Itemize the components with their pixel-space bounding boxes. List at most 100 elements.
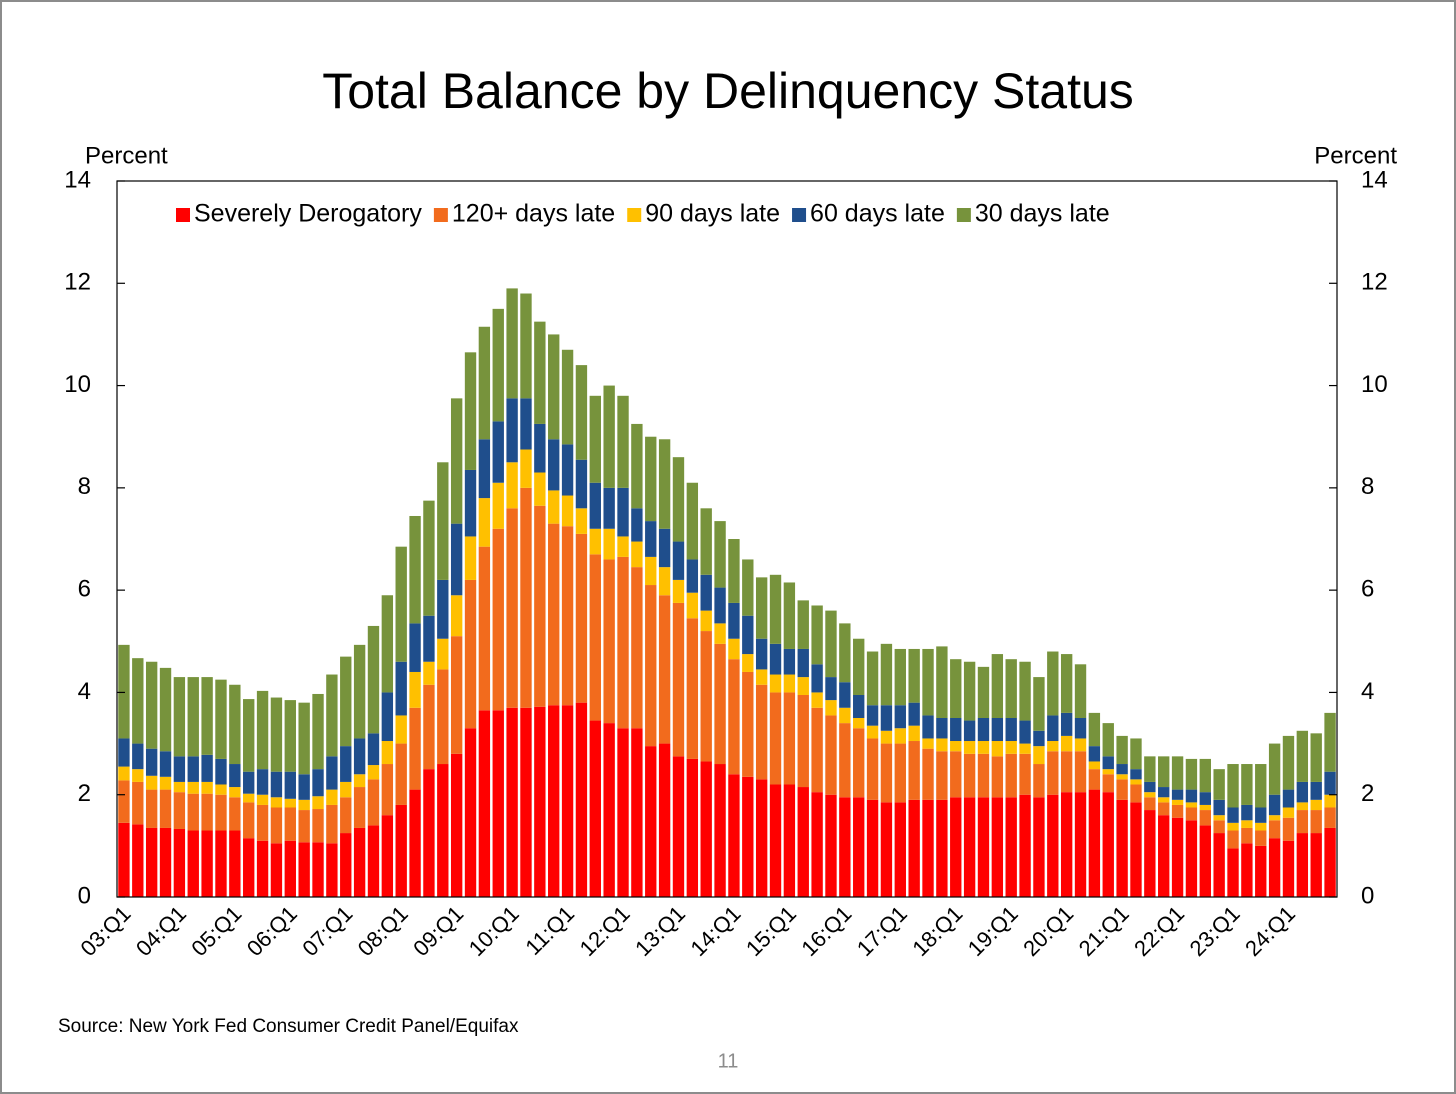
bar-segment: [1144, 792, 1156, 798]
bar-segment: [381, 764, 394, 816]
bar-segment: [520, 487, 532, 708]
bar-segment: [561, 349, 574, 445]
bar-segment: [1241, 827, 1253, 844]
bar-segment: [589, 395, 601, 483]
bar-segment: [645, 556, 657, 586]
bar-segment: [880, 802, 893, 897]
bar-segment: [409, 707, 421, 790]
bar-segment: [409, 623, 421, 672]
bar-segment: [256, 769, 269, 795]
bar-segment: [936, 718, 948, 739]
bar-segment: [284, 771, 296, 799]
bar-segment: [853, 638, 865, 695]
bar-segment: [381, 595, 394, 693]
bar-segment: [769, 784, 782, 897]
bar-segment: [173, 781, 186, 793]
bar-segment: [520, 398, 532, 450]
bar-segment: [229, 684, 241, 765]
bar-segment: [631, 567, 643, 729]
bar-segment: [118, 644, 130, 739]
bar-segment: [437, 638, 449, 670]
bar-segment: [1102, 792, 1114, 897]
bar-segment: [367, 625, 380, 734]
bar-segment: [1282, 840, 1295, 897]
bar-segment: [173, 677, 186, 757]
bar-segment: [936, 751, 948, 800]
bar-segment: [922, 738, 934, 749]
bar-segment: [1199, 792, 1211, 805]
bar-segment: [534, 505, 546, 707]
bar-segment: [256, 804, 269, 841]
bar-segment: [423, 661, 435, 685]
bar-segment: [395, 546, 407, 662]
bar-segment: [1074, 738, 1087, 752]
bar-segment: [353, 827, 366, 897]
bar-segment: [575, 508, 588, 534]
bar-segment: [243, 802, 255, 839]
bar-segment: [534, 321, 546, 424]
bar-segment: [617, 395, 629, 488]
bar-segment: [1255, 807, 1267, 823]
y2-tick-label: 6: [1361, 575, 1374, 602]
bar-segment: [284, 807, 296, 841]
bar-segment: [686, 758, 699, 897]
bar-segment: [548, 439, 560, 491]
bar-segment: [672, 457, 685, 542]
bar-segment: [1199, 825, 1211, 897]
bar-segment: [132, 781, 144, 825]
bar-segment: [977, 753, 990, 798]
bar-segment: [1116, 774, 1128, 780]
legend-label: Severely Derogatory: [194, 200, 422, 228]
bar-segment: [700, 508, 712, 575]
bar-segment: [853, 718, 865, 729]
bar-segment: [478, 546, 491, 711]
bar-segment: [894, 728, 906, 744]
bar-segment: [839, 682, 851, 708]
bar-segment: [520, 293, 532, 399]
bar-segment: [561, 444, 574, 496]
bar-segment: [1255, 845, 1267, 897]
bar-segment: [312, 796, 324, 810]
bar-segment: [548, 334, 560, 440]
bar-segment: [423, 500, 435, 616]
bar-segment: [298, 774, 310, 800]
bar-segment: [631, 423, 643, 509]
bar-segment: [755, 638, 768, 670]
y-tick-label: 2: [78, 780, 91, 807]
bar-segment: [922, 748, 934, 800]
bar-segment: [298, 799, 310, 811]
bar-segment: [783, 784, 796, 897]
bar-segment: [270, 797, 283, 808]
bar-segment: [353, 738, 366, 775]
bar-segment: [534, 706, 546, 897]
bar-segment: [118, 780, 130, 823]
y-tick-label: 8: [78, 473, 91, 500]
bar-segment: [561, 526, 574, 706]
bar-segment: [908, 702, 920, 726]
bar-segment: [1296, 810, 1309, 834]
bar-segment: [353, 774, 366, 788]
bar-segment: [963, 797, 976, 897]
bar-segment: [284, 798, 296, 808]
bar-segment: [159, 667, 172, 752]
bar-segment: [603, 723, 615, 897]
bar-segment: [326, 804, 338, 844]
bar-segment: [950, 718, 962, 742]
bar-segment: [1158, 802, 1170, 816]
bar-segment: [742, 559, 754, 616]
bar-segment: [1213, 799, 1225, 816]
bar-segment: [159, 751, 172, 777]
bar-segment: [1255, 830, 1267, 846]
bar-segment: [1185, 820, 1198, 897]
bar-segment: [811, 664, 823, 693]
bar-segment: [506, 707, 518, 897]
y2-tick-label: 0: [1361, 882, 1374, 909]
bar-segment: [1074, 664, 1087, 718]
bar-segment: [243, 838, 255, 897]
legend-swatch: [956, 208, 971, 222]
bar-segment: [1213, 820, 1225, 834]
bar-segment: [672, 602, 685, 757]
bar-segment: [686, 482, 699, 560]
legend-label: 120+ days late: [452, 200, 615, 228]
